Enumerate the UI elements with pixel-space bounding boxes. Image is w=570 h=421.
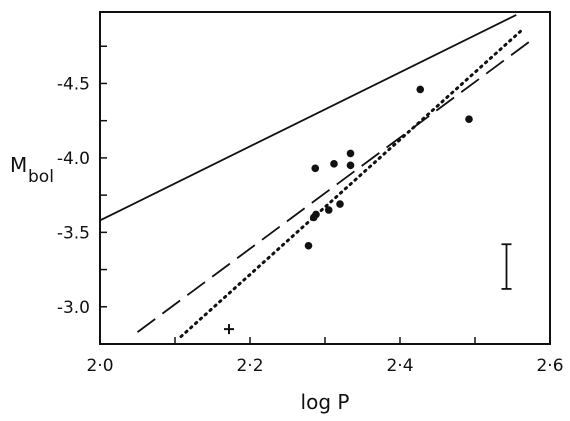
y-tick-label-2: -4.0	[57, 149, 90, 169]
data-point-7	[346, 161, 355, 170]
dotted-relation-line	[179, 26, 526, 339]
x-axis-label: log P	[301, 390, 350, 414]
plot-frame	[99, 11, 551, 345]
y-tick-label-0: -3.0	[57, 298, 90, 318]
dashed-relation-line	[136, 39, 532, 333]
y-axis-label: M	[10, 153, 27, 177]
y-tick-label-1: -3.5	[57, 223, 90, 243]
data-point-9	[416, 85, 425, 94]
data-point-0	[304, 241, 313, 250]
solid-relation-line	[100, 14, 517, 222]
x-tick-label-0: 2·0	[86, 356, 113, 376]
data-point-10	[465, 115, 473, 123]
data-point-5	[330, 160, 338, 168]
y-tick-label-3: -4.5	[57, 74, 90, 94]
data-point-2	[312, 210, 320, 219]
x-tick-label-3: 2·6	[536, 356, 563, 376]
axis-tick-labels: 2·0 2·2 2·4 2·6 -3.0 -3.5 -4.0 -4.5	[57, 74, 564, 376]
data-point-4	[324, 206, 333, 214]
cross-point-0	[224, 324, 234, 335]
data-points	[224, 85, 473, 335]
data-point-3	[311, 164, 320, 173]
x-tick-label-2: 2·4	[386, 356, 413, 376]
error-bar	[501, 243, 512, 290]
y-axis-label-subscript: bol	[28, 167, 54, 187]
data-point-6	[336, 200, 344, 208]
relation-lines	[100, 14, 532, 339]
axis-ticks	[99, 45, 551, 344]
x-tick-label-1: 2·2	[236, 356, 263, 376]
data-point-8	[346, 149, 355, 158]
